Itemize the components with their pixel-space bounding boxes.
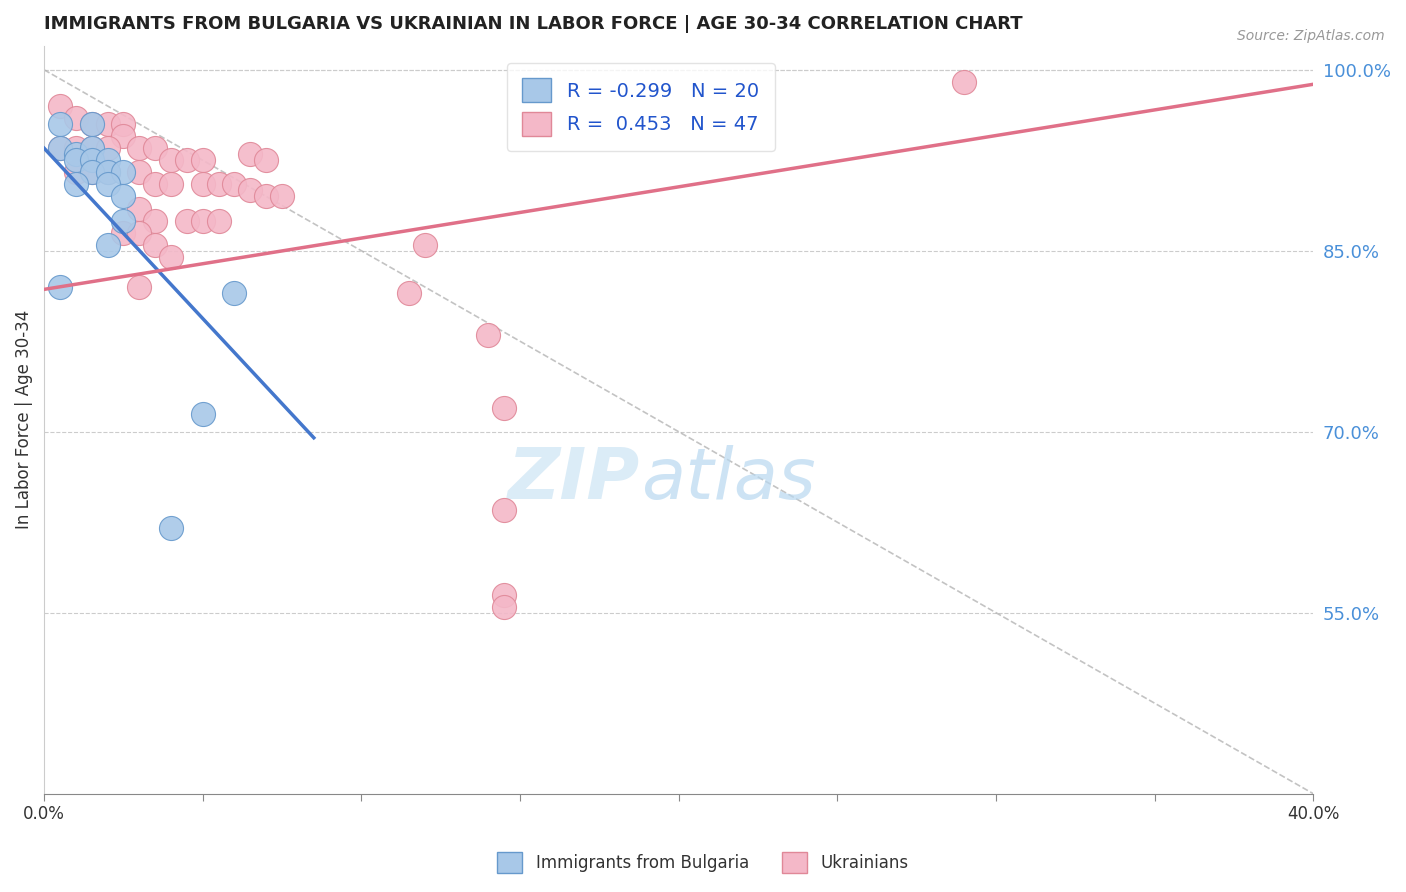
Point [80, 165, 103, 179]
Point [65, 165, 87, 179]
Point [254, 189, 277, 203]
Point [65, 141, 87, 155]
Point [494, 503, 516, 517]
Point [112, 117, 135, 131]
Point [398, 285, 420, 300]
Point [128, 280, 150, 294]
Point [254, 153, 277, 168]
Point [112, 189, 135, 203]
Point [191, 213, 214, 227]
Point [65, 153, 87, 168]
Text: Source: ZipAtlas.com: Source: ZipAtlas.com [1237, 29, 1385, 43]
Text: atlas: atlas [641, 445, 815, 514]
Point [97, 178, 120, 192]
Point [494, 599, 516, 614]
Point [128, 141, 150, 155]
Point [176, 153, 198, 168]
Point [97, 117, 120, 131]
Point [494, 401, 516, 415]
Legend: R = -0.299   N = 20, R =  0.453   N = 47: R = -0.299 N = 20, R = 0.453 N = 47 [506, 62, 775, 151]
Point [80, 117, 103, 131]
Text: ZIP: ZIP [509, 445, 641, 514]
Point [191, 178, 214, 192]
Point [160, 250, 183, 264]
Legend: Immigrants from Bulgaria, Ukrainians: Immigrants from Bulgaria, Ukrainians [491, 846, 915, 880]
Point [224, 285, 246, 300]
Point [143, 237, 166, 252]
Point [49, 141, 72, 155]
Point [477, 328, 499, 343]
Point [239, 184, 262, 198]
Point [207, 178, 229, 192]
Point [80, 153, 103, 168]
Point [80, 165, 103, 179]
Point [224, 178, 246, 192]
Point [494, 588, 516, 602]
Point [49, 280, 72, 294]
Point [143, 178, 166, 192]
Point [80, 117, 103, 131]
Point [143, 141, 166, 155]
Point [239, 147, 262, 161]
Point [65, 111, 87, 125]
Y-axis label: In Labor Force | Age 30-34: In Labor Force | Age 30-34 [15, 310, 32, 529]
Point [191, 407, 214, 421]
Point [160, 153, 183, 168]
Point [112, 226, 135, 240]
Point [80, 141, 103, 155]
Point [112, 165, 135, 179]
Point [160, 178, 183, 192]
Point [97, 153, 120, 168]
Point [97, 237, 120, 252]
Point [97, 165, 120, 179]
Point [49, 117, 72, 131]
Point [143, 213, 166, 227]
Point [176, 213, 198, 227]
Point [953, 75, 976, 89]
Point [49, 99, 72, 113]
Point [207, 213, 229, 227]
Point [413, 237, 436, 252]
Point [97, 165, 120, 179]
Point [112, 213, 135, 227]
Point [65, 147, 87, 161]
Point [80, 141, 103, 155]
Point [128, 202, 150, 216]
Text: IMMIGRANTS FROM BULGARIA VS UKRAINIAN IN LABOR FORCE | AGE 30-34 CORRELATION CHA: IMMIGRANTS FROM BULGARIA VS UKRAINIAN IN… [44, 15, 1022, 33]
Point [65, 178, 87, 192]
Point [128, 226, 150, 240]
Point [128, 165, 150, 179]
Point [97, 141, 120, 155]
Point [271, 189, 294, 203]
Point [160, 521, 183, 535]
Point [191, 153, 214, 168]
Point [112, 129, 135, 144]
Point [49, 141, 72, 155]
